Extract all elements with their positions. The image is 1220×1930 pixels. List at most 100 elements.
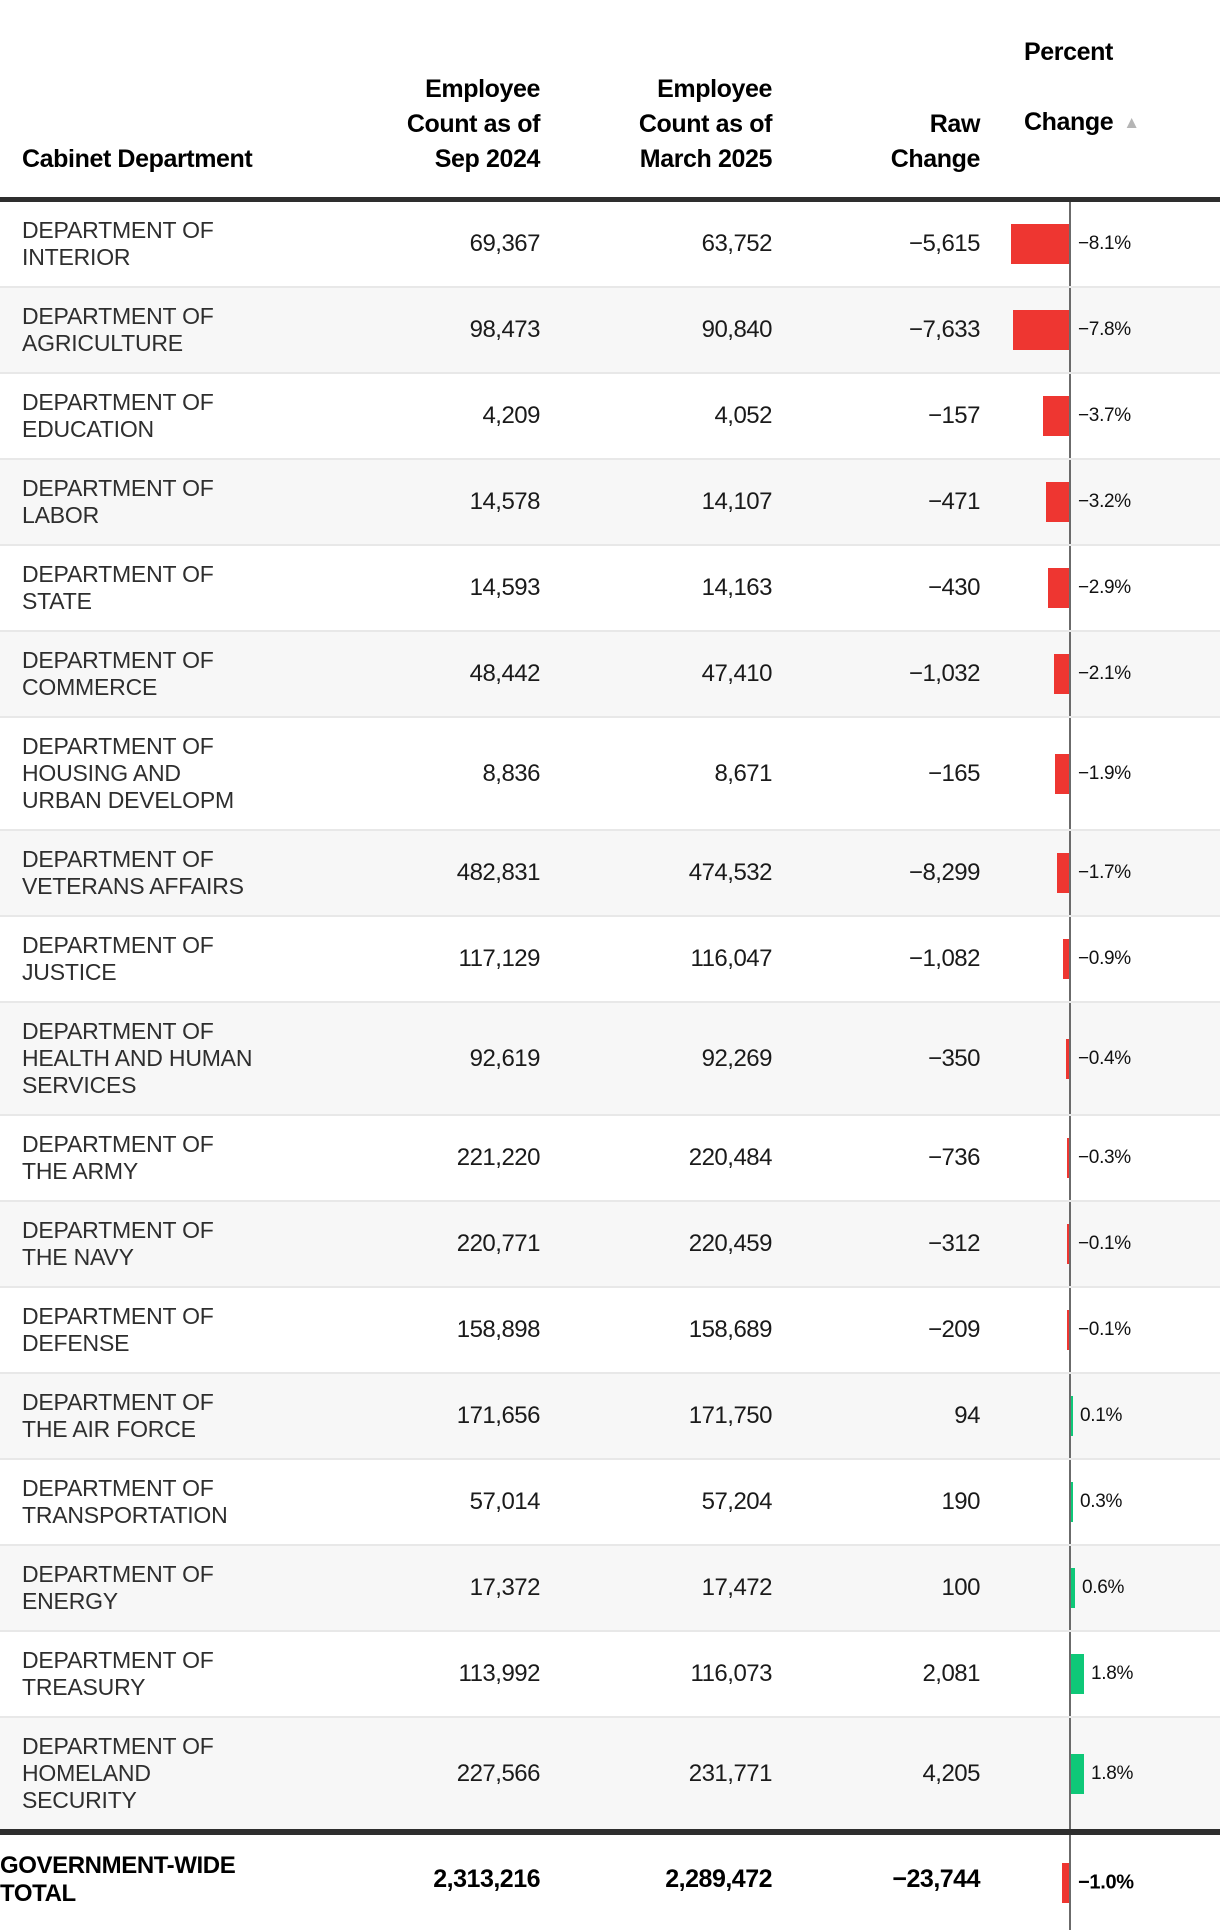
sep-2024-value: 17,372: [469, 1574, 541, 1601]
zero-axis-line: [1069, 374, 1071, 458]
march-2025-value: 158,689: [688, 1316, 773, 1343]
table-row: DEPARTMENT OF COMMERCE 48,442 47,410 −1,…: [0, 630, 1220, 716]
zero-axis-line: [1069, 632, 1071, 716]
total-percent-change-cell: −1.0%: [980, 1835, 1220, 1930]
zero-axis-line: [1069, 1003, 1071, 1114]
total-row: GOVERNMENT-WIDE TOTAL 2,313,216 2,289,47…: [0, 1829, 1220, 1930]
total-raw-change-value: −23,744: [892, 1865, 980, 1893]
percent-change-value: 1.8%: [1091, 1663, 1134, 1684]
department-name: DEPARTMENT OF AGRICULTURE: [22, 303, 214, 356]
sep-2024-value: 69,367: [469, 230, 541, 257]
table-row: DEPARTMENT OF THE ARMY 221,220 220,484 −…: [0, 1114, 1220, 1200]
column-header-department[interactable]: Cabinet Department: [22, 145, 253, 173]
zero-axis-line: [1069, 202, 1071, 286]
sep-2024-value: 171,656: [456, 1402, 541, 1429]
zero-axis-line: [1069, 1288, 1071, 1372]
department-name: DEPARTMENT OF HEALTH AND HUMAN SERVICES: [22, 1018, 253, 1098]
raw-change-value: −430: [927, 574, 981, 601]
department-name: DEPARTMENT OF DEFENSE: [22, 1303, 214, 1356]
march-2025-value: 116,047: [690, 945, 773, 972]
table-row: DEPARTMENT OF TREASURY 113,992 116,073 2…: [0, 1630, 1220, 1716]
total-label: GOVERNMENT-WIDE TOTAL: [0, 1851, 236, 1907]
percent-change-cell: 1.8%: [980, 1632, 1220, 1716]
raw-change-value: −736: [927, 1144, 981, 1171]
raw-change-value: 94: [954, 1402, 980, 1429]
raw-change-value: 2,081: [922, 1660, 980, 1687]
percent-change-cell: −1.7%: [980, 831, 1220, 915]
department-name: DEPARTMENT OF TREASURY: [22, 1647, 214, 1700]
table-row: DEPARTMENT OF HOMELAND SECURITY 227,566 …: [0, 1716, 1220, 1829]
percent-change-value: −0.1%: [1078, 1319, 1131, 1340]
percent-change-cell: −0.1%: [980, 1288, 1220, 1372]
column-header-percent-change[interactable]: Percent Change ▲: [980, 0, 1220, 177]
negative-change-bar: [1013, 310, 1069, 350]
march-2025-value: 220,484: [688, 1144, 773, 1171]
march-2025-value: 4,052: [714, 402, 772, 429]
positive-change-bar: [1071, 1753, 1084, 1794]
percent-change-value: −0.1%: [1078, 1233, 1131, 1254]
table-row: DEPARTMENT OF AGRICULTURE 98,473 90,840 …: [0, 286, 1220, 372]
negative-change-bar: [1043, 396, 1069, 436]
table-row: DEPARTMENT OF EDUCATION 4,209 4,052 −157…: [0, 372, 1220, 458]
sep-2024-value: 8,836: [482, 759, 540, 787]
sep-2024-value: 92,619: [469, 1044, 541, 1072]
percent-change-cell: −2.9%: [980, 546, 1220, 630]
raw-change-value: −157: [927, 402, 981, 429]
percent-change-value: 0.6%: [1082, 1577, 1125, 1598]
zero-axis-line: [1069, 1546, 1071, 1630]
percent-change-cell: −3.7%: [980, 374, 1220, 458]
raw-change-value: −7,633: [908, 316, 981, 343]
zero-axis-line: [1069, 1632, 1071, 1716]
percent-change-value: −8.1%: [1078, 233, 1131, 254]
zero-axis-line: [1069, 917, 1071, 1001]
march-2025-value: 92,269: [701, 1044, 773, 1072]
department-name: DEPARTMENT OF STATE: [22, 561, 214, 614]
sep-2024-value: 220,771: [456, 1230, 541, 1257]
zero-axis-line: [1069, 1202, 1071, 1286]
negative-change-bar: [1055, 753, 1069, 794]
percent-change-value: −0.4%: [1078, 1047, 1131, 1069]
zero-axis-line: [1069, 1374, 1071, 1458]
negative-change-bar: [1062, 1862, 1069, 1903]
total-sep-2024-value: 2,313,216: [433, 1865, 540, 1893]
percent-change-value: −1.0%: [1078, 1871, 1134, 1893]
march-2025-value: 63,752: [701, 230, 773, 257]
department-name: DEPARTMENT OF THE NAVY: [22, 1217, 214, 1270]
table-row: DEPARTMENT OF STATE 14,593 14,163 −430 −…: [0, 544, 1220, 630]
positive-change-bar: [1071, 1482, 1073, 1522]
negative-change-bar: [1046, 482, 1069, 522]
department-name: DEPARTMENT OF COMMERCE: [22, 647, 214, 700]
percent-change-value: 0.3%: [1080, 1491, 1123, 1512]
department-name: DEPARTMENT OF THE AIR FORCE: [22, 1389, 214, 1442]
march-2025-value: 14,107: [701, 488, 773, 515]
march-2025-value: 47,410: [701, 660, 773, 687]
negative-change-bar: [1057, 853, 1069, 893]
raw-change-value: 4,205: [922, 1759, 980, 1787]
column-header-sep-2024[interactable]: Employee Count as of Sep 2024: [406, 75, 540, 173]
raw-change-value: −1,082: [908, 945, 981, 972]
percent-change-cell: −0.4%: [980, 1003, 1220, 1114]
total-march-2025-value: 2,289,472: [665, 1865, 772, 1893]
march-2025-value: 231,771: [688, 1759, 773, 1787]
march-2025-value: 171,750: [688, 1402, 773, 1429]
percent-change-value: −3.7%: [1078, 405, 1131, 426]
sep-2024-value: 48,442: [469, 660, 541, 687]
column-header-raw-change[interactable]: Raw Change: [890, 110, 981, 173]
column-header-march-2025[interactable]: Employee Count as of March 2025: [638, 75, 772, 173]
table-row: DEPARTMENT OF VETERANS AFFAIRS 482,831 4…: [0, 829, 1220, 915]
raw-change-value: −8,299: [908, 859, 981, 886]
negative-change-bar: [1048, 568, 1069, 608]
positive-change-bar: [1071, 1568, 1075, 1608]
zero-axis-line: [1069, 1718, 1071, 1829]
negative-change-bar: [1063, 939, 1069, 979]
percent-change-cell: −0.3%: [980, 1116, 1220, 1200]
negative-change-bar: [1067, 1310, 1069, 1350]
department-name: DEPARTMENT OF EDUCATION: [22, 389, 214, 442]
negative-change-bar: [1011, 224, 1069, 264]
percent-change-value: 0.1%: [1080, 1405, 1123, 1426]
raw-change-value: 100: [941, 1574, 980, 1601]
sort-ascending-icon[interactable]: ▲: [1123, 113, 1140, 132]
percent-change-cell: 1.8%: [980, 1718, 1220, 1829]
sep-2024-value: 98,473: [469, 316, 541, 343]
